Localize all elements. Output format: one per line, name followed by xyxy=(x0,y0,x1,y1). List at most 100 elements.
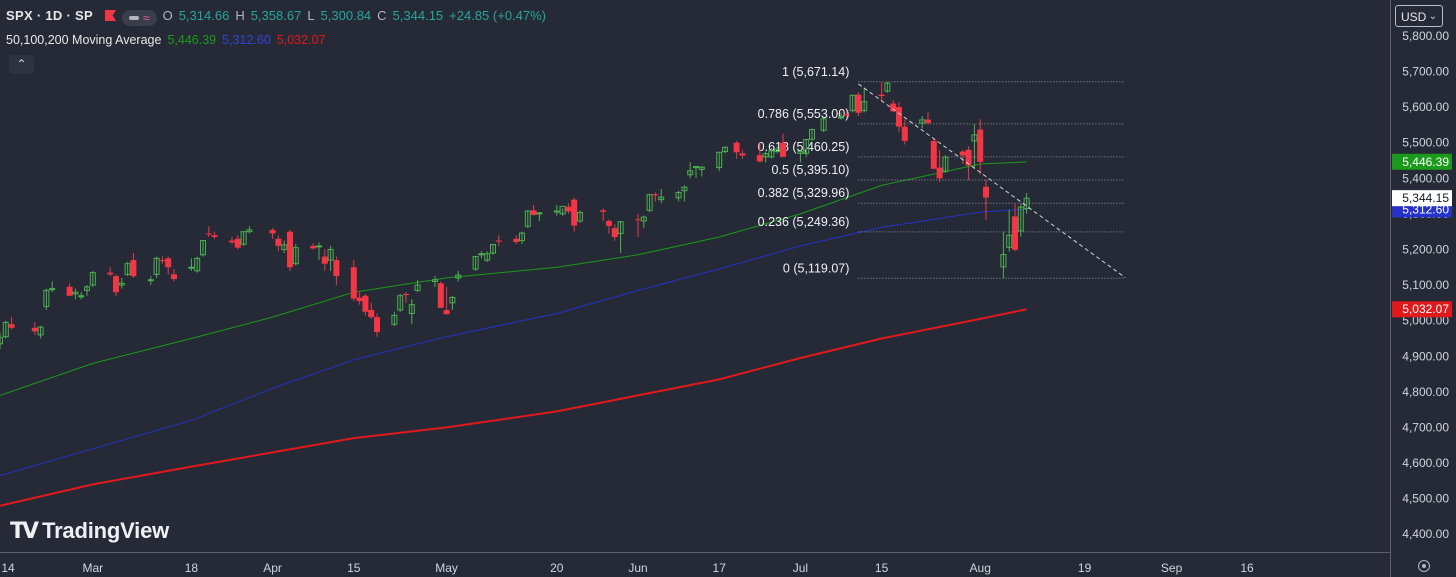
candle-up xyxy=(327,248,334,261)
time-axis[interactable]: 14 Mar 18 Apr 15 May 20 Jun 17 Jul 15 Aug 19 Sep 16 xyxy=(1,561,1254,575)
open-value: 5,314.66 xyxy=(178,8,230,23)
candle-down xyxy=(896,107,902,127)
candle-down xyxy=(930,140,937,169)
ohlc-legend: SPX · 1D · SP ≈ O 5,314.66 H 5,358.67 L 5,300.8… xyxy=(6,8,552,26)
candle-up xyxy=(188,266,195,269)
fibonacci-retracement[interactable]: 1 (5,671.14)0.786 (5,553.00)0.618 (5,460… xyxy=(758,65,1126,279)
ma-line-ma100 xyxy=(0,208,1027,476)
candle-down xyxy=(565,206,572,212)
candle-up xyxy=(971,134,978,142)
candle-up xyxy=(37,326,44,336)
candle-down xyxy=(113,276,119,293)
tradingview-logo-icon: TV xyxy=(10,519,39,544)
candle-up xyxy=(1000,253,1007,268)
ma-line-ma50 xyxy=(0,161,1027,396)
price-badge xyxy=(1392,190,1452,207)
candle-down xyxy=(983,186,989,198)
time-tick-label: Jul xyxy=(793,561,808,575)
time-tick-label: 14 xyxy=(1,561,15,575)
ma50-value: 5,446.39 xyxy=(167,33,217,47)
currency-select[interactable]: USD ⌄ xyxy=(1395,5,1443,27)
candle-down xyxy=(965,149,972,166)
candle-up xyxy=(553,210,560,213)
time-tick-label: Apr xyxy=(263,561,282,575)
candle-down xyxy=(321,256,328,264)
candle-up xyxy=(716,151,723,169)
candle-up xyxy=(246,229,253,233)
candle-down xyxy=(66,286,73,296)
time-tick-label: Aug xyxy=(970,561,991,575)
close-value: 5,344.15 xyxy=(392,8,444,23)
candle-up xyxy=(72,291,79,295)
candle-up xyxy=(153,257,160,275)
candle-down xyxy=(600,210,607,212)
candle-up xyxy=(316,245,322,248)
candle-down xyxy=(437,283,444,308)
candle-down xyxy=(571,199,578,226)
indicator-name[interactable]: 50,100,200 Moving Average xyxy=(6,33,162,47)
candle-down xyxy=(350,267,357,299)
flag-icon[interactable] xyxy=(104,10,116,21)
candle-up xyxy=(84,286,90,291)
candle-up xyxy=(658,196,665,201)
candle-down xyxy=(513,238,520,242)
candle-up xyxy=(640,216,647,222)
trendline-segment xyxy=(858,83,1126,278)
candle-down xyxy=(606,220,612,226)
candle-up xyxy=(472,256,479,270)
candle-down xyxy=(936,167,943,179)
candle-down xyxy=(530,210,537,215)
chart-type-pill[interactable]: ≈ xyxy=(121,10,157,26)
candle-down xyxy=(403,293,409,296)
candle-up xyxy=(449,297,456,304)
fib-level-label: 1 (5,671.14) xyxy=(782,65,849,79)
trendline[interactable] xyxy=(858,83,1126,278)
candle-down xyxy=(333,260,340,277)
candle-down xyxy=(275,238,282,246)
candle-up xyxy=(1023,197,1030,210)
price-axis[interactable]: 4,400.00 4,500.00 4,600.00 4,700.00 4,800.00… xyxy=(1402,29,1449,541)
candle-up xyxy=(49,288,56,291)
collapse-legend-button[interactable]: ⌃ xyxy=(9,55,34,74)
candle-down xyxy=(652,194,659,196)
time-tick-label: 15 xyxy=(875,561,889,575)
price-tick-label: 4,700.00 xyxy=(1402,420,1449,434)
minus-icon xyxy=(128,16,139,20)
candle-up xyxy=(292,247,299,265)
price-tick-label: 5,100.00 xyxy=(1402,278,1449,292)
close-label: C xyxy=(377,8,387,23)
chevron-down-icon: ⌄ xyxy=(1428,11,1437,22)
settings-icon[interactable] xyxy=(1418,560,1430,572)
candle-up xyxy=(1006,234,1013,248)
price-tick-label: 5,200.00 xyxy=(1402,242,1449,256)
price-tick-label: 4,600.00 xyxy=(1402,456,1449,470)
change-value: +24.85 (+0.47%) xyxy=(449,8,547,23)
price-tick-label: 5,600.00 xyxy=(1402,100,1449,114)
candle-up xyxy=(681,186,688,192)
candle-up xyxy=(0,336,3,345)
candle-up xyxy=(432,279,438,283)
indicator-legend[interactable]: 50,100,200 Moving Average 5,446.39 5,312.6… xyxy=(6,33,331,47)
candle-up xyxy=(942,156,949,172)
low-value: 5,300.84 xyxy=(320,8,372,23)
price-tick-label: 4,800.00 xyxy=(1402,385,1449,399)
time-tick-label: 16 xyxy=(1240,561,1254,575)
time-tick-label: 15 xyxy=(347,561,361,575)
candle-down xyxy=(925,119,931,124)
candle-up xyxy=(884,82,891,92)
tradingview-logo[interactable]: TV TradingView xyxy=(10,518,169,544)
symbol-title[interactable]: SPX · 1D · SP xyxy=(6,8,93,23)
candle-up xyxy=(722,146,728,153)
candle-up xyxy=(687,170,694,176)
price-tick-label: 5,400.00 xyxy=(1402,171,1449,185)
candle-down xyxy=(287,231,293,268)
high-label: H xyxy=(235,8,245,23)
candle-down xyxy=(205,233,212,235)
candle-up xyxy=(200,240,206,256)
fib-level-label: 0.786 (5,553.00) xyxy=(758,107,850,121)
candle-down xyxy=(611,228,618,238)
candle-up xyxy=(455,274,462,279)
candle-up xyxy=(536,212,543,215)
